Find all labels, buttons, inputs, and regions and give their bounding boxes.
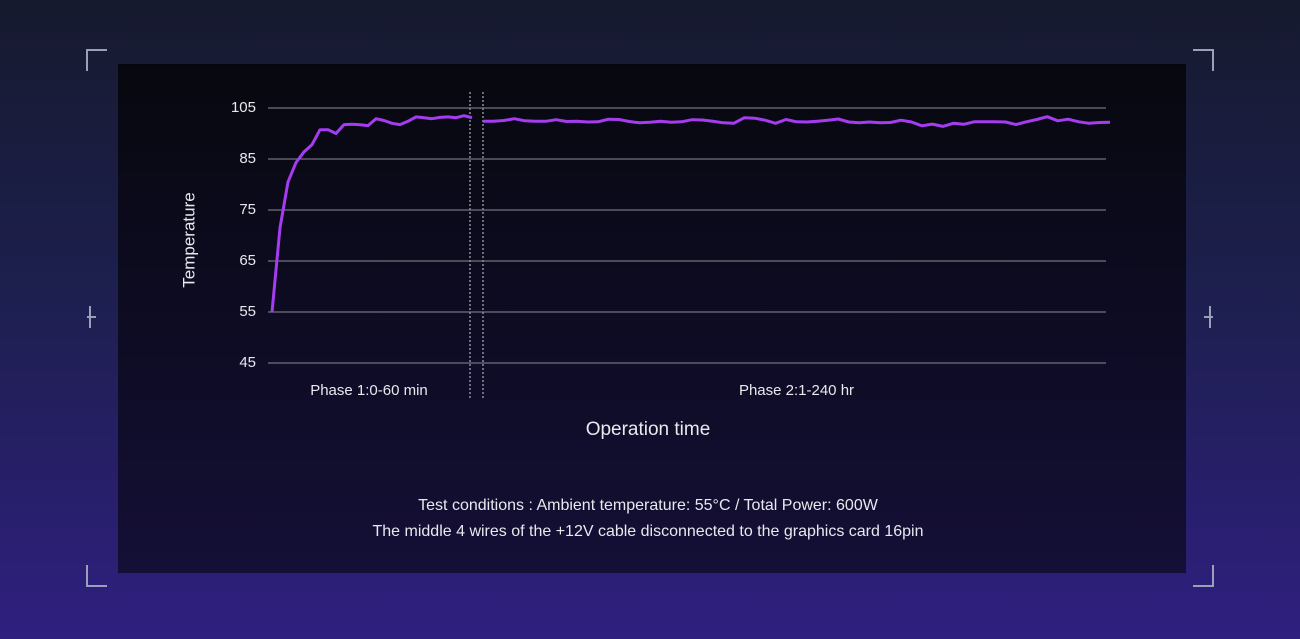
y-tick-label: 65 <box>239 252 256 269</box>
x-axis-label: Operation time <box>586 419 711 440</box>
y-axis-label: Temperature <box>179 192 198 287</box>
frame-corners <box>86 49 1214 587</box>
panel <box>118 64 1186 573</box>
note: Test conditions : Ambient temperature: 5… <box>418 497 879 514</box>
y-tick-label: 85 <box>239 150 256 167</box>
phase-label: Phase 1:0-60 min <box>310 382 428 399</box>
y-tick-label: 45 <box>239 354 256 371</box>
y-tick-label: 55 <box>239 303 256 320</box>
temperature-line <box>483 115 1111 128</box>
y-tick-label: 75 <box>239 201 256 218</box>
note: The middle 4 wires of the +12V cable dis… <box>373 523 924 540</box>
y-tick-label: 105 <box>231 99 256 116</box>
phase-label: Phase 2:1-240 hr <box>739 382 854 399</box>
temperature-line <box>270 114 473 313</box>
